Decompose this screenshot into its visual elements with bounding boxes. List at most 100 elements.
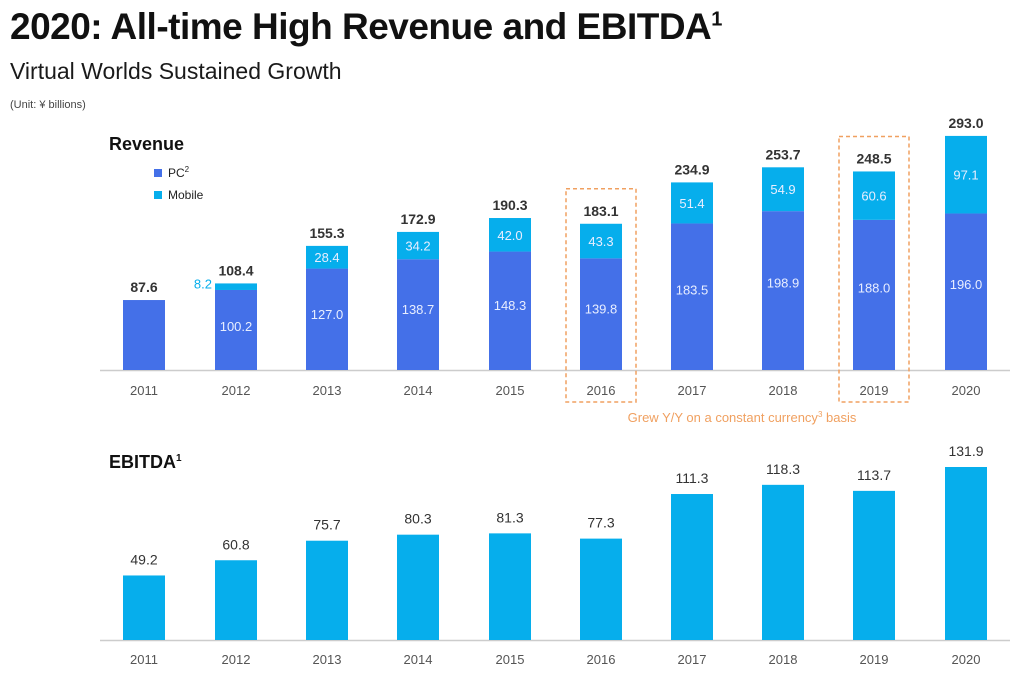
revenue-pc-label-2019: 188.0 (858, 280, 891, 295)
revenue-x-tick-2019: 2019 (860, 383, 889, 398)
revenue-legend: PC2 Mobile (154, 165, 204, 202)
revenue-x-tick-2020: 2020 (952, 383, 981, 398)
revenue-bar-pc-2020 (945, 213, 987, 370)
title-footnote-mark: 1 (711, 8, 722, 31)
revenue-x-tick-2018: 2018 (769, 383, 798, 398)
revenue-mobile-label-2019: 60.6 (861, 189, 886, 204)
ebitda-x-tick-2015: 2015 (496, 652, 525, 667)
revenue-bar-mobile-2020 (945, 135, 987, 214)
legend-label-pc: PC2 (168, 165, 190, 180)
page-title: 2020: All-time High Revenue and EBITDA1 (10, 6, 722, 48)
revenue-bar-mobile-2016 (580, 223, 622, 259)
revenue-mobile-label-2018: 54.9 (770, 182, 795, 197)
ebitda-value-label-2015: 81.3 (496, 509, 523, 525)
revenue-total-label-2020: 293.0 (948, 115, 983, 131)
ebitda-bar-2012 (215, 560, 257, 640)
ebitda-bar-2013 (306, 540, 348, 640)
unit-label: (Unit: ¥ billions) (10, 99, 86, 111)
revenue-bar-mobile-2017 (671, 182, 713, 224)
ebitda-x-tick-2016: 2016 (587, 652, 616, 667)
ebitda-bar-2017 (671, 494, 713, 640)
revenue-bar-pc-2014 (397, 259, 439, 370)
ebitda-value-label-2020: 131.9 (948, 443, 983, 459)
revenue-bar-mobile-2015 (489, 218, 531, 252)
revenue-pc-label-2015: 148.3 (494, 298, 527, 313)
ebitda-value-label-2018: 118.3 (766, 461, 800, 477)
revenue-bar-pc-2013 (306, 268, 348, 370)
ebitda-x-tick-2013: 2013 (313, 652, 342, 667)
ebitda-x-tick-2012: 2012 (222, 652, 251, 667)
page-title-text: 2020: All-time High Revenue and EBITDA (10, 6, 712, 47)
revenue-pc-label-2012: 100.2 (220, 319, 253, 334)
revenue-pc-label-2013: 127.0 (311, 307, 344, 322)
revenue-mobile-label-2016: 43.3 (588, 234, 613, 249)
revenue-total-label-2011: 87.6 (130, 279, 157, 295)
revenue-total-label-2019: 248.5 (856, 150, 891, 166)
ebitda-value-label-2013: 75.7 (313, 517, 340, 533)
revenue-mobile-label-2017: 51.4 (679, 196, 704, 211)
legend-swatch-pc (154, 169, 162, 177)
revenue-bar-mobile-2012 (215, 283, 257, 290)
revenue-mobile-label-2013: 28.4 (314, 250, 339, 265)
revenue-bar-pc-2017 (671, 223, 713, 370)
revenue-chart-title: Revenue (109, 134, 184, 154)
revenue-total-label-2012: 108.4 (218, 262, 253, 278)
revenue-mobile-label-2015: 42.0 (497, 228, 522, 243)
ebitda-x-tick-2018: 2018 (769, 652, 798, 667)
revenue-mobile-label-2014: 34.2 (405, 239, 430, 254)
revenue-bar-pc-2011 (123, 300, 165, 370)
revenue-x-tick-2017: 2017 (678, 383, 707, 398)
revenue-bar-pc-2018 (762, 211, 804, 370)
revenue-total-label-2016: 183.1 (583, 203, 618, 219)
legend-label-mobile: Mobile (168, 188, 204, 202)
revenue-bar-pc-2012 (215, 289, 257, 370)
revenue-x-tick-2014: 2014 (404, 383, 433, 398)
ebitda-value-label-2017: 111.3 (676, 470, 709, 486)
highlight-box-2016 (565, 188, 637, 403)
ebitda-value-label-2014: 80.3 (404, 511, 431, 527)
ebitda-x-tick-2011: 2011 (130, 652, 158, 667)
revenue-bars: 87.6 2011 8.2 100.2 108.4 2012 28.4 127.0 155.3 2… (100, 115, 1010, 403)
highlight-box-2019 (838, 135, 910, 403)
revenue-total-label-2014: 172.9 (400, 211, 435, 227)
ebitda-value-label-2019: 113.7 (857, 467, 891, 483)
revenue-x-tick-2016: 2016 (587, 383, 616, 398)
revenue-total-label-2015: 190.3 (492, 197, 527, 213)
ebitda-bar-2015 (489, 533, 531, 640)
ebitda-bar-2011 (123, 575, 165, 640)
revenue-x-tick-2013: 2013 (313, 383, 342, 398)
constant-currency-annotation: Grew Y/Y on a constant currency3 basis (628, 410, 857, 425)
legend-swatch-mobile (154, 191, 162, 199)
revenue-pc-label-2016: 139.8 (585, 302, 618, 317)
page-subtitle: Virtual Worlds Sustained Growth (10, 58, 342, 84)
revenue-pc-label-2018: 198.9 (767, 276, 800, 291)
revenue-x-tick-2015: 2015 (496, 383, 525, 398)
ebitda-x-tick-2020: 2020 (952, 652, 981, 667)
revenue-bar-mobile-2019 (853, 171, 895, 220)
ebitda-bar-2018 (762, 484, 804, 640)
revenue-bar-mobile-2013 (306, 245, 348, 269)
revenue-bar-pc-2016 (580, 258, 622, 370)
revenue-mobile-label-2012: 8.2 (194, 276, 212, 291)
ebitda-value-label-2011: 49.2 (130, 551, 157, 567)
ebitda-bar-2020 (945, 467, 987, 640)
revenue-bar-pc-2015 (489, 251, 531, 370)
revenue-x-tick-2012: 2012 (222, 383, 251, 398)
ebitda-value-label-2016: 77.3 (587, 515, 614, 531)
ebitda-bar-2019 (853, 490, 895, 640)
ebitda-x-tick-2014: 2014 (404, 652, 433, 667)
ebitda-bar-2014 (397, 534, 439, 640)
revenue-total-label-2017: 234.9 (674, 161, 709, 177)
revenue-bar-pc-2019 (853, 219, 895, 370)
ebitda-x-tick-2017: 2017 (678, 652, 707, 667)
revenue-mobile-label-2020: 97.1 (953, 168, 978, 183)
revenue-pc-label-2017: 183.5 (676, 282, 709, 297)
ebitda-value-label-2012: 60.8 (222, 536, 249, 552)
ebitda-bars: 49.2 2011 60.8 2012 75.7 2013 80.3 2014 81.3 2015… (100, 443, 1010, 667)
ebitda-bar-2016 (580, 538, 622, 640)
revenue-pc-label-2020: 196.0 (950, 277, 983, 292)
revenue-total-label-2018: 253.7 (765, 146, 800, 162)
revenue-x-tick-2011: 2011 (130, 383, 158, 398)
ebitda-x-tick-2019: 2019 (860, 652, 889, 667)
